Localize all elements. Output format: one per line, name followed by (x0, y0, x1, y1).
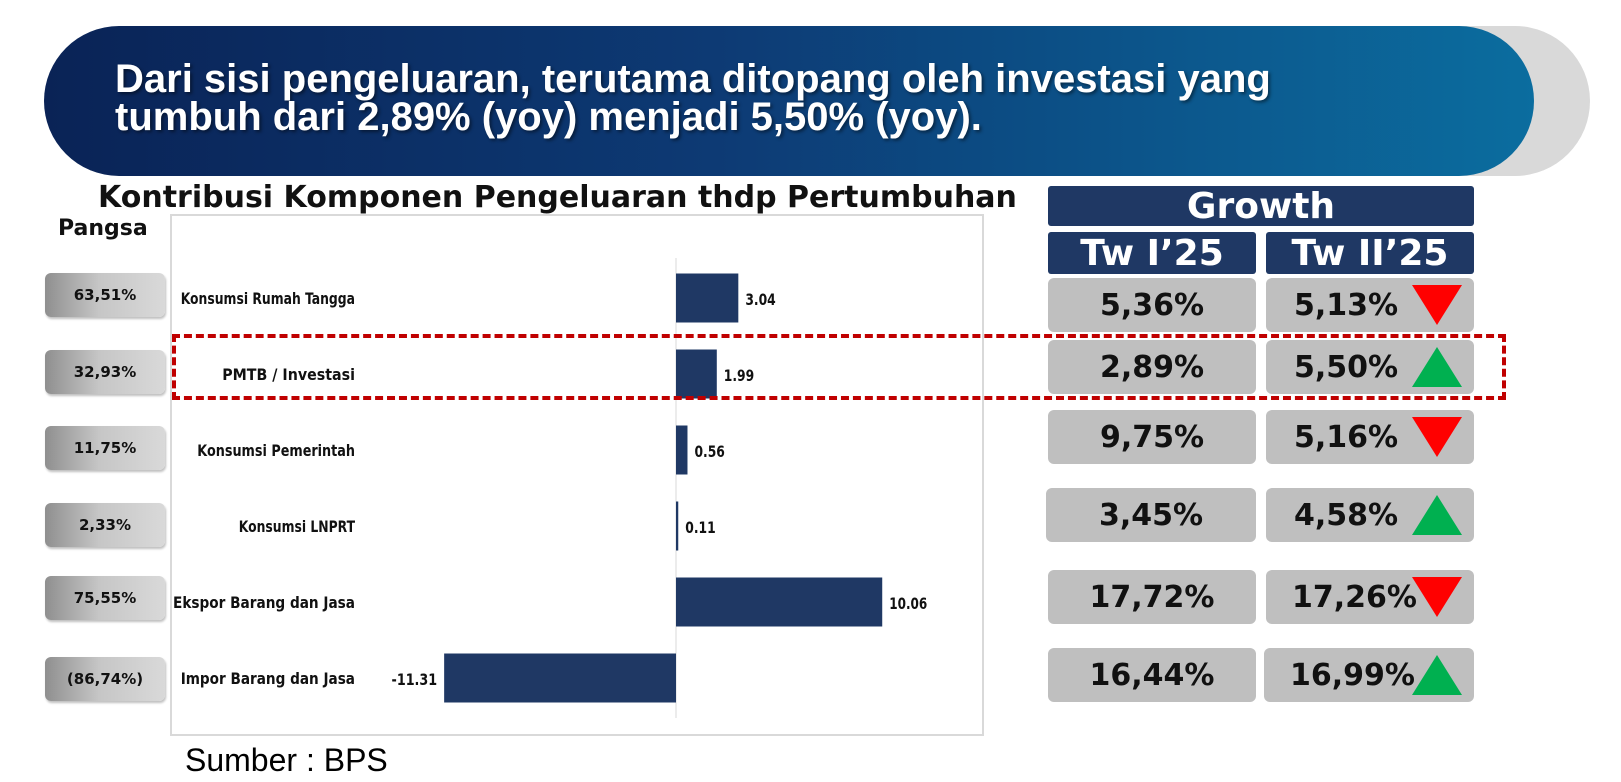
pangsa-box-pmtb: 32,93% (45, 350, 165, 394)
down-arrow-icon (1412, 417, 1462, 457)
growth-tw2-pmtb: 5,50% (1266, 340, 1474, 394)
pmtb-highlight-box (172, 334, 1506, 400)
growth-tw2-lnprt: 4,58% (1266, 488, 1474, 542)
growth-tw1-impor: 16,44% (1048, 648, 1256, 702)
category-label-0: Konsumsi Rumah Tangga (181, 289, 355, 308)
up-arrow-icon (1412, 347, 1462, 387)
growth-tw2-value: 4,58% (1294, 497, 1399, 533)
growth-tw2-value: 5,50% (1294, 349, 1399, 385)
growth-tw1-pemerintah: 9,75% (1048, 410, 1256, 464)
bar-5 (444, 653, 676, 703)
chart-frame (170, 214, 984, 736)
growth-tw2-value: 5,13% (1294, 287, 1399, 323)
value-label-0: 3.04 (745, 290, 775, 309)
value-label-1: 1.99 (724, 366, 754, 385)
pangsa-box-ekspor: 75,55% (45, 576, 165, 620)
growth-tw2-value: 17,26% (1292, 579, 1417, 615)
down-arrow-icon (1412, 577, 1462, 617)
growth-tw2-impor: 16,99% (1264, 648, 1474, 702)
headline-line-2: tumbuh dari 2,89% (yoy) menjadi 5,50% (y… (115, 95, 982, 139)
category-label-5: Impor Barang dan Jasa (181, 669, 355, 688)
category-label-2: Konsumsi Pemerintah (197, 441, 355, 460)
source-note: Sumber : BPS (185, 742, 388, 778)
category-label-4: Ekspor Barang dan Jasa (173, 593, 355, 612)
headline-banner (44, 26, 1534, 176)
headline-text: Dari sisi pengeluaran, terutama ditopang… (115, 57, 1495, 139)
value-label-2: 0.56 (694, 442, 724, 461)
headline-line-1: Dari sisi pengeluaran, terutama ditopang… (115, 57, 1271, 101)
growth-tw2-value: 16,99% (1290, 657, 1415, 693)
column-header-tw1: Tw I’25 (1048, 232, 1256, 274)
category-label-3: Konsumsi LNPRT (239, 517, 355, 536)
value-label-3: 0.11 (685, 518, 715, 537)
value-label-5: -11.31 (392, 670, 438, 689)
pangsa-box-pemerintah: 11,75% (45, 426, 165, 470)
growth-tw1-pmtb: 2,89% (1048, 340, 1256, 394)
down-arrow-icon (1412, 285, 1462, 325)
pangsa-box-rumah-tangga: 63,51% (45, 273, 165, 317)
bar-3 (676, 501, 679, 551)
bar-0 (676, 273, 739, 323)
up-arrow-icon (1412, 655, 1462, 695)
chart-title: Kontribusi Komponen Pengeluaran thdp Per… (98, 180, 1017, 215)
value-label-4: 10.06 (889, 594, 927, 613)
growth-tw2-pemerintah: 5,16% (1266, 410, 1474, 464)
pangsa-box-impor: (86,74%) (45, 657, 165, 701)
bar-1 (676, 349, 717, 399)
up-arrow-icon (1412, 495, 1462, 535)
bar-4 (676, 577, 883, 627)
growth-tw2-rumah-tangga: 5,13% (1266, 278, 1474, 332)
bar-2 (676, 425, 688, 475)
growth-tw2-value: 5,16% (1294, 419, 1399, 455)
growth-header: Growth (1048, 186, 1474, 227)
category-label-1: PMTB / Investasi (222, 365, 355, 384)
column-header-tw2: Tw II’25 (1266, 232, 1474, 274)
growth-tw1-ekspor: 17,72% (1048, 570, 1256, 624)
growth-tw2-ekspor: 17,26% (1266, 570, 1474, 624)
pangsa-box-lnprt: 2,33% (45, 503, 165, 547)
growth-tw1-rumah-tangga: 5,36% (1048, 278, 1256, 332)
pangsa-label: Pangsa (58, 216, 148, 241)
growth-tw1-lnprt: 3,45% (1046, 488, 1256, 542)
